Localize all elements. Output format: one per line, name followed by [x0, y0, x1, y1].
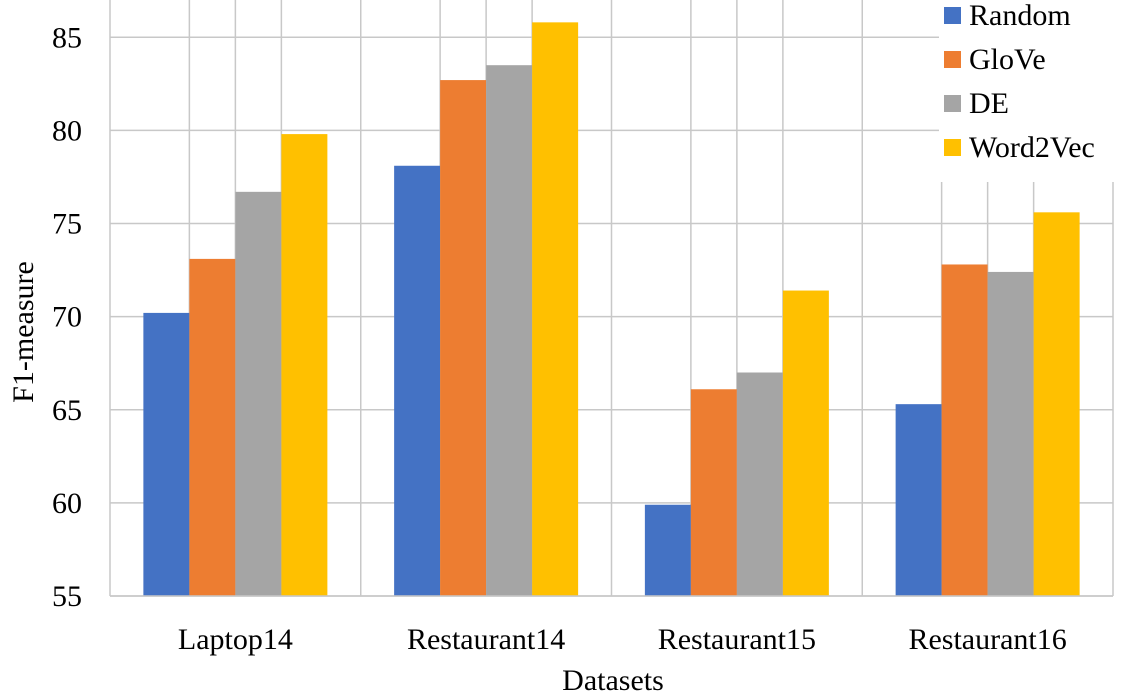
- legend-label: DE: [969, 87, 1009, 120]
- axes: 55 60 65 70 75 80 85 Laptop14 Restaurant14 Restau…: [52, 0, 1113, 656]
- y-tick-label: 80: [52, 114, 82, 147]
- y-tick-label: 55: [52, 580, 82, 613]
- bar-word2vec-restaurant14: [532, 22, 579, 597]
- y-tick-label: 60: [52, 487, 82, 520]
- y-axis-title: F1-measure: [7, 261, 40, 403]
- bar-random-laptop14: [143, 312, 190, 596]
- legend-label: Word2Vec: [969, 131, 1095, 164]
- y-tick-label: 70: [52, 301, 82, 334]
- y-tick-label: 85: [52, 21, 82, 54]
- legend: Random GloVe DE Word2Vec: [939, 0, 1121, 182]
- bar-de-laptop14: [235, 191, 282, 596]
- legend-background: [939, 0, 1121, 182]
- bar-word2vec-laptop14: [281, 134, 328, 596]
- x-tick-label: Restaurant16: [908, 623, 1066, 656]
- x-axis-title: Datasets: [562, 664, 664, 695]
- x-tick-label: Restaurant14: [407, 623, 565, 656]
- bars: [143, 22, 1080, 597]
- bar-word2vec-restaurant15: [782, 290, 829, 596]
- legend-label: GloVe: [969, 43, 1046, 76]
- bar-random-restaurant14: [394, 165, 441, 596]
- bar-glove-laptop14: [189, 258, 236, 596]
- legend-swatch-de: [944, 95, 961, 112]
- x-tick-label: Laptop14: [178, 623, 293, 656]
- bar-de-restaurant16: [987, 271, 1034, 596]
- legend-label: Random: [969, 0, 1071, 32]
- bar-random-restaurant15: [644, 504, 691, 596]
- bar-glove-restaurant15: [690, 389, 737, 596]
- bar-random-restaurant16: [895, 404, 942, 596]
- legend-swatch-word2vec: [944, 139, 961, 156]
- x-tick-label: Restaurant15: [658, 623, 816, 656]
- bar-de-restaurant14: [486, 65, 533, 596]
- bar-glove-restaurant16: [941, 264, 988, 596]
- legend-swatch-glove: [944, 51, 961, 68]
- y-tick-label: 65: [52, 394, 82, 427]
- y-tick-label: 75: [52, 208, 82, 241]
- legend-swatch-random: [944, 7, 961, 24]
- bar-glove-restaurant14: [440, 80, 487, 596]
- bar-word2vec-restaurant16: [1033, 212, 1080, 596]
- bar-de-restaurant15: [736, 372, 783, 596]
